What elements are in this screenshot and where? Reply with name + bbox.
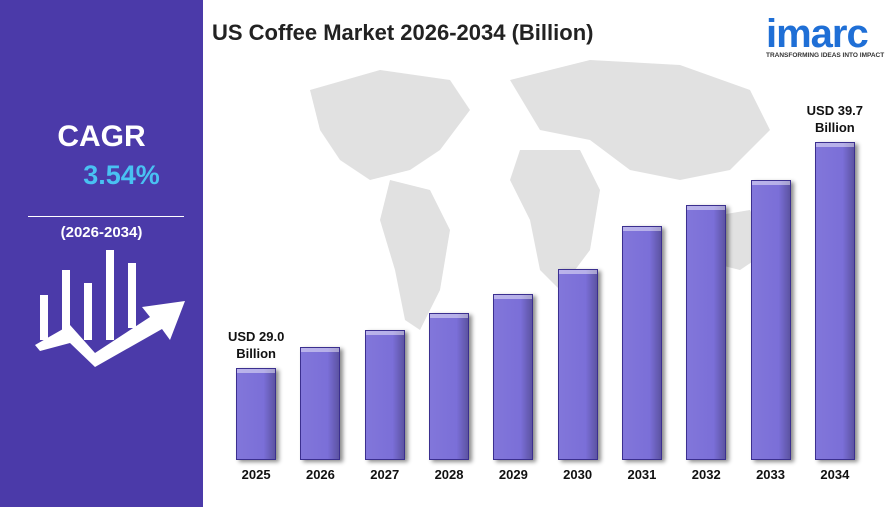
- logo-tagline: TRANSFORMING IDEAS INTO IMPACT: [766, 52, 885, 59]
- value-label: USD 29.0 Billion: [227, 329, 285, 361]
- cagr-value: 3.54%: [83, 160, 160, 190]
- cagr-label: CAGR: [57, 120, 146, 153]
- x-tick-label: 2034: [820, 467, 850, 482]
- logo: imarc: [766, 12, 869, 56]
- x-tick-label: 2026: [305, 467, 335, 482]
- growth-icon: [35, 250, 185, 367]
- x-tick-label: 2032: [691, 467, 721, 482]
- bar: [429, 313, 470, 460]
- bar: [686, 205, 727, 460]
- bar: [557, 268, 598, 460]
- world-map: [310, 60, 770, 330]
- bar: [236, 368, 277, 460]
- chart-title: US Coffee Market 2026-2034 (Billion): [212, 20, 594, 45]
- period: (2026-2034): [60, 224, 143, 241]
- bar: [621, 226, 662, 460]
- bar: [364, 329, 405, 460]
- x-tick-label: 2025: [241, 467, 271, 482]
- separator: [28, 216, 184, 217]
- x-tick-label: 2028: [434, 467, 464, 482]
- bar: [750, 180, 791, 460]
- x-tick-label: 2033: [756, 467, 785, 482]
- bar: [493, 294, 534, 460]
- x-tick-label: 2029: [498, 467, 528, 482]
- x-tick-label: 2027: [370, 467, 400, 482]
- bar: [814, 142, 855, 460]
- x-tick-label: 2031: [627, 467, 657, 482]
- value-label: USD 39.7 Billion: [806, 103, 864, 135]
- bar: [300, 346, 341, 460]
- x-tick-label: 2030: [563, 467, 593, 482]
- left-panel: CAGR 3.54% (2026-2034): [0, 0, 203, 507]
